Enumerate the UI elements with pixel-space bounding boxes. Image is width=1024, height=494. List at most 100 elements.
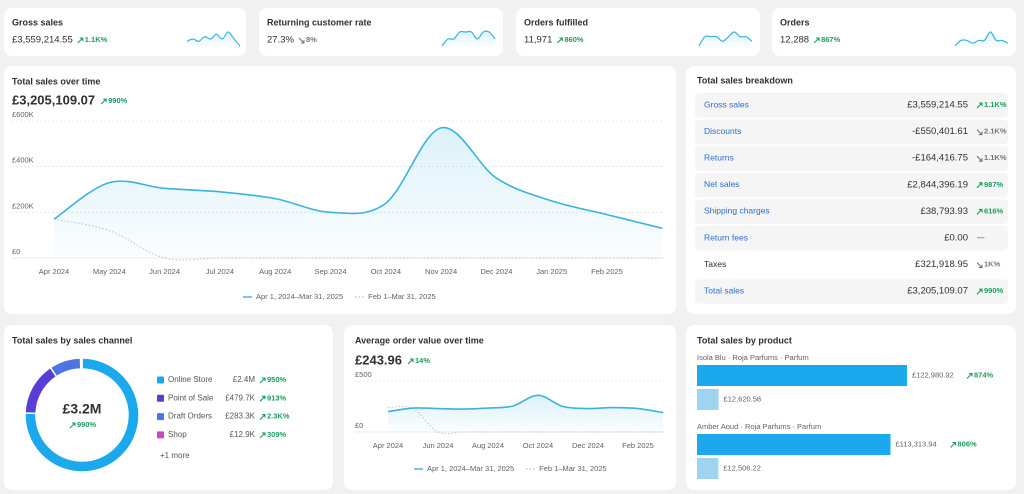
more-link[interactable]: +1 more <box>160 451 190 460</box>
trend-icon <box>813 37 820 44</box>
change-label: — <box>977 233 985 242</box>
change-label: 950% <box>267 375 287 384</box>
change-label: 2.3K% <box>267 412 290 421</box>
row-label: Discounts <box>704 126 741 136</box>
sparkline-area <box>187 32 240 47</box>
change-label: 990% <box>108 96 128 105</box>
row-bg <box>695 279 1008 304</box>
y-tick-label: £400K <box>12 156 34 165</box>
bar <box>697 389 719 410</box>
trend-icon <box>976 288 983 295</box>
row-label: Returns <box>704 152 734 162</box>
trend-icon <box>100 98 107 105</box>
product-name: Isola Blu · Roja Parfums · Parfum <box>697 353 809 362</box>
line <box>53 127 663 230</box>
row-label: Shipping charges <box>704 206 770 216</box>
row-bg <box>695 146 1008 171</box>
sparkline-area <box>955 32 1008 47</box>
donut-total: £3.2M <box>63 401 102 417</box>
legend-value: £2.4M <box>233 375 256 384</box>
trend-icon <box>950 441 957 448</box>
change-label: 990% <box>77 420 97 429</box>
legend-value: £479.7K <box>225 393 255 402</box>
kpi-value: £3,559,214.55 <box>12 35 73 46</box>
row-value: £0.00 <box>944 233 968 244</box>
kpi-card[interactable] <box>772 8 1016 56</box>
trend-icon <box>407 358 414 365</box>
x-tick-label: Aug 2024 <box>259 267 291 276</box>
trend-icon <box>976 155 983 162</box>
x-tick-label: Jun 2024 <box>423 441 454 450</box>
trend-icon <box>77 37 84 44</box>
legend-label: Feb 1–Mar 31, 2025 <box>368 292 436 301</box>
sparkline <box>954 31 1009 47</box>
sparkline <box>698 31 753 47</box>
row-bg <box>695 226 1008 251</box>
legend-label: Point of Sale <box>168 393 214 402</box>
kpi-title: Returning customer rate <box>267 17 372 27</box>
y-tick-label: £0 <box>12 247 20 256</box>
change-label: 1.1K% <box>984 100 1007 109</box>
x-tick-label: Feb 2025 <box>622 441 654 450</box>
legend-label: Shop <box>168 430 187 439</box>
area <box>388 395 663 432</box>
legend-swatch <box>157 394 164 402</box>
change-label: 8% <box>306 35 317 44</box>
donut-segment <box>24 357 140 473</box>
bar-label: £12,506.22 <box>723 463 761 472</box>
line <box>387 394 664 414</box>
bar <box>697 365 907 386</box>
legend-value: £12.9K <box>230 430 256 439</box>
card-title: Total sales breakdown <box>697 75 793 85</box>
x-tick-label: Oct 2024 <box>371 267 401 276</box>
trend-icon <box>976 182 983 189</box>
y-tick-label: £600K <box>12 110 34 119</box>
row-label: Taxes <box>704 259 726 269</box>
change-label: 1K% <box>984 260 1001 269</box>
x-tick-label: Nov 2024 <box>425 267 457 276</box>
row-value: -£164,416.75 <box>912 153 968 164</box>
kpi-value: 11,971 <box>524 35 552 46</box>
bar <box>697 458 719 479</box>
kpi-title: Orders fulfilled <box>524 17 588 27</box>
trend-icon <box>69 422 76 429</box>
card-title: Average order value over time <box>355 335 484 345</box>
legend-swatch <box>157 376 164 384</box>
product-name: Amber Aoud · Roja Parfums · Parfum <box>697 422 821 431</box>
legend-swatch <box>157 431 164 439</box>
row-bg <box>695 93 1008 118</box>
row-value: £3,205,109.07 <box>907 286 968 297</box>
x-tick-label: Sep 2024 <box>314 267 346 276</box>
x-tick-label: Oct 2024 <box>523 441 553 450</box>
legend-swatch <box>157 413 164 421</box>
row-value: £321,918.95 <box>915 259 968 270</box>
change-label: 309% <box>267 430 287 439</box>
row-bg <box>695 119 1008 145</box>
kpi-title: Gross sales <box>12 17 63 27</box>
row-value: £38,793.93 <box>920 206 968 217</box>
area <box>54 127 663 258</box>
headline-value: £3,205,109.07 <box>12 92 95 107</box>
bar-label: £113,313.94 <box>895 439 936 448</box>
row-bg <box>695 172 1008 198</box>
trend-icon <box>966 372 973 379</box>
change-label: 874% <box>974 370 994 379</box>
trend-icon <box>976 102 983 109</box>
x-tick-label: Jun 2024 <box>149 267 180 276</box>
sparkline <box>186 31 241 47</box>
kpi-card[interactable] <box>259 8 503 56</box>
change-label: 616% <box>984 206 1004 215</box>
kpi-card[interactable] <box>4 8 246 56</box>
x-tick-label: Jan 2025 <box>536 267 567 276</box>
card-title: Total sales by product <box>697 335 792 345</box>
trend-icon <box>298 37 305 44</box>
trend-icon <box>259 395 266 402</box>
legend-label: Apr 1, 2024–Mar 31, 2025 <box>256 292 343 301</box>
x-tick-label: Feb 2025 <box>591 267 623 276</box>
x-tick-label: Apr 2024 <box>39 267 69 276</box>
change-label: 987% <box>984 180 1004 189</box>
change-label: 2.1K% <box>984 127 1007 136</box>
legend-label: Draft Orders <box>168 412 212 421</box>
row-label: Gross sales <box>704 99 749 109</box>
kpi-card[interactable] <box>516 8 760 56</box>
